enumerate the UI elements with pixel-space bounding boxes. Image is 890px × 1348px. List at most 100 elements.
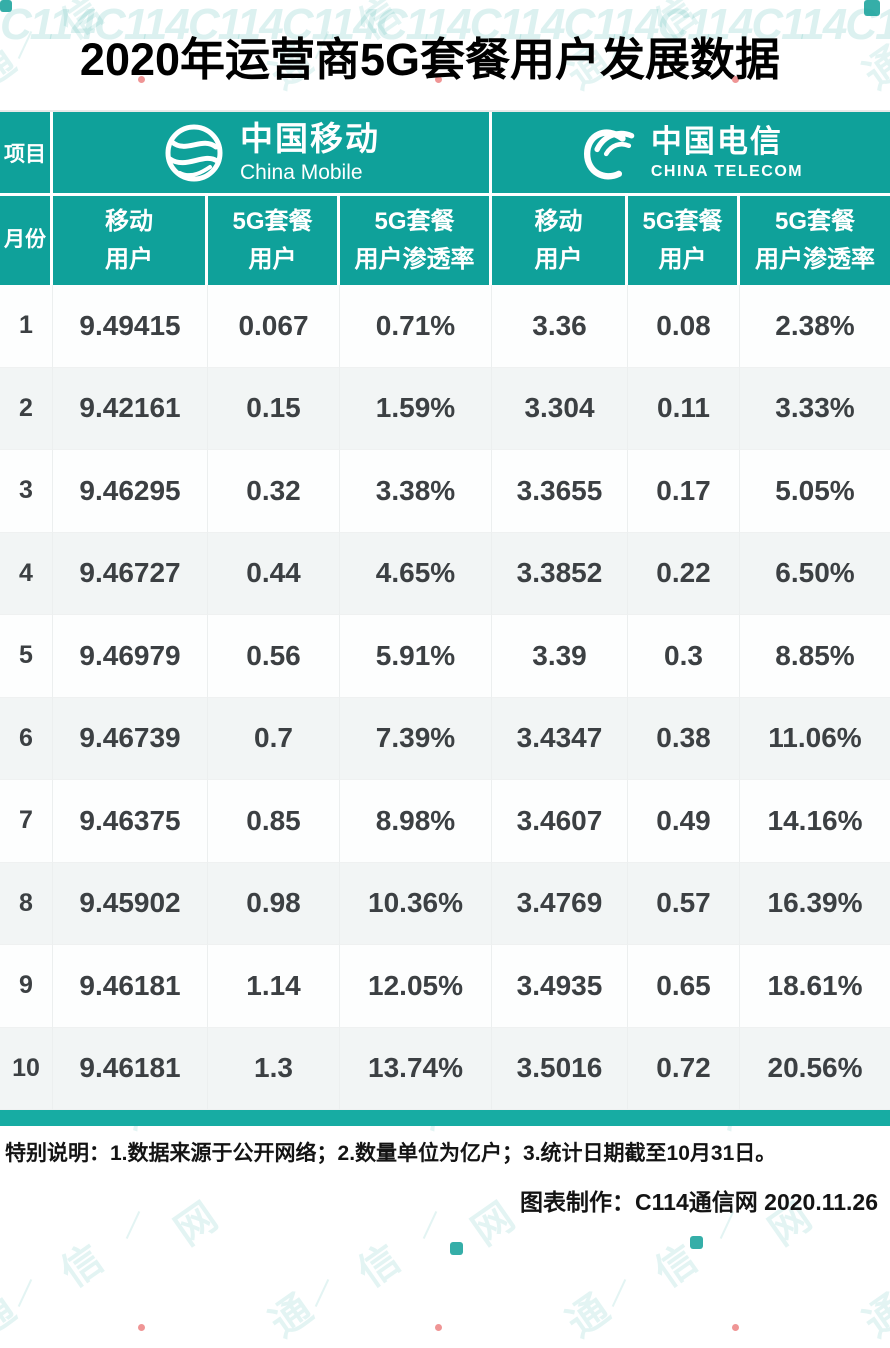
table-cell: 5.91% — [340, 615, 492, 698]
month-cell: 3 — [0, 450, 53, 533]
month-cell: 8 — [0, 862, 53, 945]
table-cell: 9.46727 — [53, 532, 208, 615]
china-mobile-name: 中国移动 China Mobile — [240, 120, 380, 183]
column-header-ct-mobile-users: 移动 用户 — [492, 196, 628, 285]
item-label-cell: 项目 — [0, 112, 53, 196]
table-cell: 0.56 — [208, 615, 340, 698]
table-cell: 0.71% — [340, 285, 492, 368]
table-cell: 0.7 — [208, 697, 340, 780]
watermark-char-tong: 通 — [0, 1286, 24, 1346]
column-header-cm-mobile-users: 移动 用户 — [53, 196, 208, 285]
table-cell: 3.39 — [492, 615, 628, 698]
watermark-slash — [611, 1278, 627, 1308]
table-cell: 11.06% — [740, 697, 890, 780]
watermark-char-xin: 信 — [647, 1236, 706, 1296]
table-cell: 2.38% — [740, 285, 890, 368]
table-cell: 0.08 — [628, 285, 740, 368]
watermark-char-xin: 信 — [53, 1236, 112, 1296]
china-mobile-cn: 中国移动 — [240, 120, 380, 158]
table-cell: 4.65% — [340, 532, 492, 615]
column-header-row: 月份 移动 用户 5G套餐 用户 5G套餐 用户渗透率 移动 用户 5G套餐 用… — [0, 196, 890, 285]
column-header-line: 用户渗透率 — [755, 245, 875, 273]
table-cell: 0.11 — [628, 367, 740, 450]
month-cell: 4 — [0, 532, 53, 615]
table-cell: 0.067 — [208, 285, 340, 368]
china-mobile-logo-icon — [165, 124, 223, 181]
table-row: 9 9.46181 1.14 12.05% 3.4935 0.65 18.61% — [0, 945, 890, 1028]
column-header-line: 用户 — [534, 245, 583, 273]
table-cell: 0.72 — [628, 1027, 740, 1110]
table-cell: 3.304 — [492, 367, 628, 450]
table-cell: 12.05% — [340, 945, 492, 1028]
table-body: 1 9.49415 0.067 0.71% 3.36 0.08 2.38% 2 9.42161 0… — [0, 285, 890, 1110]
watermark-slash — [314, 1278, 330, 1308]
column-header-cm-5g-penetration: 5G套餐 用户渗透率 — [340, 196, 492, 285]
data-table: 项目 中国移动 China Mobile — [0, 110, 890, 1110]
china-telecom-en: CHINA TELECOM — [650, 162, 804, 180]
watermark-char-tong: 通 — [262, 1286, 321, 1346]
table-cell: 0.15 — [208, 367, 340, 450]
table-cell: 3.3852 — [492, 532, 628, 615]
credit-line: 图表制作：C114通信网 2020.11.26 — [520, 1189, 878, 1215]
table-cell: 0.38 — [628, 697, 740, 780]
table-cell: 9.46181 — [53, 945, 208, 1028]
table-cell: 0.3 — [628, 615, 740, 698]
column-header-ct-5g-users: 5G套餐 用户 — [628, 196, 740, 285]
page-title: 2020年运营商5G套餐用户发展数据 — [79, 33, 781, 85]
column-header-line: 用户 — [658, 245, 707, 273]
china-telecom-cn: 中国电信 — [650, 123, 783, 159]
watermark-red-dot — [732, 1324, 739, 1331]
table-row: 6 9.46739 0.7 7.39% 3.4347 0.38 11.06% — [0, 697, 890, 780]
table-cell: 13.74% — [340, 1027, 492, 1110]
table-cell: 3.4347 — [492, 697, 628, 780]
table-cell: 8.98% — [340, 780, 492, 863]
table-cell: 0.85 — [208, 780, 340, 863]
table-cell: 6.50% — [740, 532, 890, 615]
table-cell: 9.46375 — [53, 780, 208, 863]
table-cell: 9.42161 — [53, 367, 208, 450]
footnote: 特别说明：1.数据来源于公开网络；2.数量单位为亿户；3.统计日期截至10月31… — [5, 1142, 777, 1165]
china-telecom-header-cell: 中国电信 CHINA TELECOM — [492, 112, 890, 196]
month-cell: 1 — [0, 285, 53, 368]
month-cell: 9 — [0, 945, 53, 1028]
watermark-char-tong: 通 — [559, 1286, 618, 1346]
table-cell: 0.57 — [628, 862, 740, 945]
column-header-line: 用户渗透率 — [354, 245, 475, 273]
table-cell: 0.44 — [208, 532, 340, 615]
table-row: 10 9.46181 1.3 13.74% 3.5016 0.72 20.56% — [0, 1027, 890, 1110]
table-cell: 0.22 — [628, 532, 740, 615]
column-header-line: 5G套餐 — [642, 208, 723, 236]
china-mobile-header-cell: 中国移动 China Mobile — [53, 112, 492, 196]
column-header-line: 5G套餐 — [374, 208, 455, 236]
table-cell: 1.59% — [340, 367, 492, 450]
column-header-line: 用户 — [248, 245, 297, 273]
table-row: 3 9.46295 0.32 3.38% 3.3655 0.17 5.05% — [0, 450, 890, 533]
table-cell: 9.45902 — [53, 862, 208, 945]
table-cell: 3.3655 — [492, 450, 628, 533]
table-cell: 16.39% — [740, 862, 890, 945]
table-cell: 10.36% — [340, 862, 492, 945]
table-cell: 0.65 — [628, 945, 740, 1028]
table-cell: 3.5016 — [492, 1027, 628, 1110]
table-row: 8 9.45902 0.98 10.36% 3.4769 0.57 16.39% — [0, 862, 890, 945]
table-row: 4 9.46727 0.44 4.65% 3.3852 0.22 6.50% — [0, 532, 890, 615]
table-row: 7 9.46375 0.85 8.98% 3.4607 0.49 14.16% — [0, 780, 890, 863]
table-cell: 20.56% — [740, 1027, 890, 1110]
watermark-char-tong: 通 — [856, 1286, 890, 1346]
table-cell: 3.36 — [492, 285, 628, 368]
column-header-line: 5G套餐 — [232, 208, 313, 236]
column-header-cm-5g-users: 5G套餐 用户 — [208, 196, 340, 285]
month-cell: 6 — [0, 697, 53, 780]
month-cell: 10 — [0, 1027, 53, 1110]
table-row: 2 9.42161 0.15 1.59% 3.304 0.11 3.33% — [0, 367, 890, 450]
watermark-char-xin: 信 — [350, 1236, 409, 1296]
table-cell: 1.14 — [208, 945, 340, 1028]
table-cell: 9.46295 — [53, 450, 208, 533]
table-cell: 1.3 — [208, 1027, 340, 1110]
table-cell: 0.49 — [628, 780, 740, 863]
table-cell: 3.33% — [740, 367, 890, 450]
infographic: 2020年运营商5G套餐用户发展数据 项目 中国移动 China Mobile — [0, 33, 890, 1215]
table-row: 1 9.49415 0.067 0.71% 3.36 0.08 2.38% — [0, 285, 890, 368]
china-telecom-logo-icon — [583, 129, 635, 179]
month-cell: 7 — [0, 780, 53, 863]
